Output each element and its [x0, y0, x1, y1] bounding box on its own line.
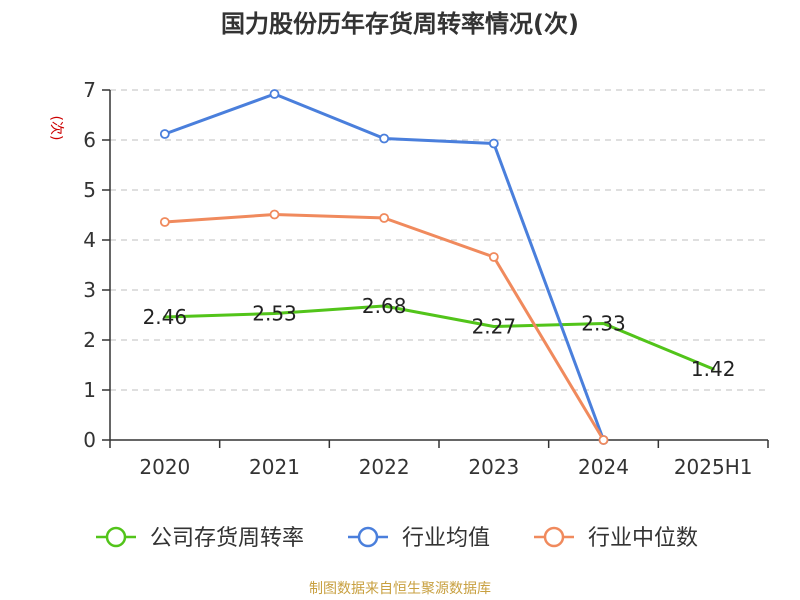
legend-swatch-marker — [543, 526, 565, 548]
data-labels: 2.46 2.53 2.68 2.27 2.33 1.42 — [143, 294, 736, 381]
series-point-1 — [269, 89, 280, 99]
y-tick-label: 6 — [83, 128, 96, 152]
data-label: 2.53 — [252, 302, 297, 326]
y-axis-title: (次) — [48, 116, 64, 141]
chart-title: 国力股份历年存货周转率情况(次) — [221, 10, 579, 38]
y-tick-label: 5 — [83, 178, 96, 202]
legend-swatch-marker — [357, 526, 379, 548]
data-label: 2.68 — [362, 294, 407, 318]
series-point-2 — [159, 217, 170, 227]
series-point-2 — [379, 213, 390, 223]
y-tick-label: 1 — [83, 378, 96, 402]
data-label: 2.46 — [143, 305, 188, 329]
x-tick-label: 2020 — [139, 455, 190, 479]
series-line-1 — [163, 92, 605, 442]
legend-swatch-marker — [105, 526, 127, 548]
series-point-2 — [488, 252, 499, 262]
legend-label: 行业中位数 — [588, 526, 698, 551]
legend-label: 公司存货周转率 — [150, 526, 304, 551]
series-point-2 — [598, 435, 609, 445]
axes: 0 1 2 3 4 5 6 7 2020 2021 2022 2023 2024 2025H1 — [83, 78, 769, 479]
legend-label: 行业均值 — [402, 526, 490, 551]
x-tick-label: 2024 — [578, 455, 629, 479]
series-point-1 — [379, 133, 390, 144]
x-tick-label: 2025H1 — [674, 455, 753, 479]
data-label: 1.42 — [691, 357, 736, 381]
x-tick-label: 2023 — [468, 455, 519, 479]
series — [159, 89, 715, 445]
y-tick-label: 3 — [83, 278, 96, 302]
series-line-2 — [163, 213, 605, 442]
y-tick-label: 0 — [83, 428, 96, 452]
x-tick-label: 2021 — [249, 455, 300, 479]
series-line-0 — [163, 304, 715, 371]
y-tick-label: 2 — [83, 328, 96, 352]
series-point-1 — [159, 129, 170, 139]
legend: 公司存货周转率 行业均值 行业中位数 — [96, 526, 698, 551]
grid-lines — [110, 89, 768, 391]
y-tick-label: 4 — [83, 228, 96, 252]
data-label: 2.27 — [472, 315, 517, 339]
x-tick-label: 2022 — [359, 455, 410, 479]
data-label: 2.33 — [581, 312, 626, 336]
source-note: 制图数据来自恒生聚源数据库 — [309, 581, 491, 597]
series-point-1 — [488, 138, 499, 149]
series-point-2 — [269, 209, 280, 220]
y-tick-label: 7 — [83, 78, 96, 102]
